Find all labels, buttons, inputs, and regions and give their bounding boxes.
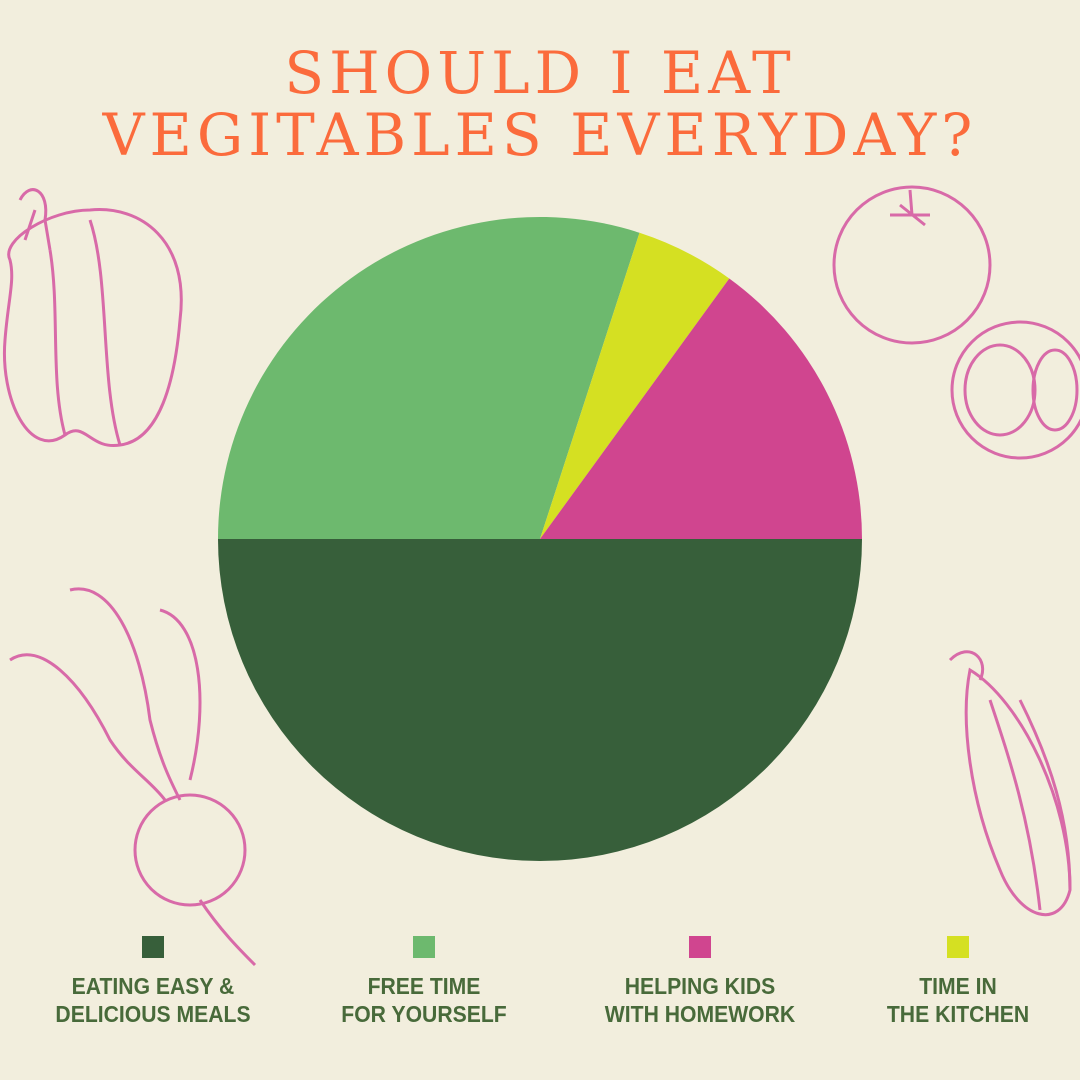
legend-label-line: FOR YOURSELF xyxy=(341,1001,507,1027)
pie-slice-eating-easy-delicious-meals xyxy=(218,539,862,861)
bell-pepper-icon xyxy=(2,188,183,448)
legend-swatch xyxy=(413,936,435,958)
pie-slice-free-time-for-yourself xyxy=(218,217,640,539)
legend-swatch xyxy=(947,936,969,958)
legend-label: TIME IN THE KITCHEN xyxy=(838,972,1077,1028)
legend-label-line: THE KITCHEN xyxy=(886,1001,1030,1027)
beetroot-icon xyxy=(9,587,257,967)
pie-slice-time-in-the-kitchen xyxy=(540,232,730,539)
pie-slice-helping-kids-with-homework xyxy=(540,278,862,539)
title-line-1: SHOULD I EAT xyxy=(284,39,796,107)
legend-label: FREE TIME FOR YOURSELF xyxy=(304,972,543,1028)
legend-swatch xyxy=(689,936,711,958)
legend-label-line: EATING EASY & xyxy=(71,973,235,999)
chart-title: SHOULD I EAT VEGITABLES EVERYDAY? xyxy=(0,42,1080,166)
legend-item: HELPING KIDS WITH HOMEWORK xyxy=(570,936,830,1028)
title-line-2: VEGITABLES EVERYDAY? xyxy=(102,101,978,169)
legend-label-line: HELPING KIDS xyxy=(624,973,776,999)
legend-label-line: DELICIOUS MEALS xyxy=(55,1001,251,1027)
legend-label-line: TIME IN xyxy=(919,973,997,999)
legend-label-line: FREE TIME xyxy=(367,973,481,999)
legend-swatch xyxy=(142,936,164,958)
legend-label: EATING EASY & DELICIOUS MEALS xyxy=(33,972,272,1028)
tomatoes-icon xyxy=(832,185,1080,460)
legend-item: EATING EASY & DELICIOUS MEALS xyxy=(23,936,283,1028)
legend-item: FREE TIME FOR YOURSELF xyxy=(294,936,554,1028)
legend-item: TIME IN THE KITCHEN xyxy=(828,936,1080,1028)
legend-label-line: WITH HOMEWORK xyxy=(604,1001,796,1027)
corn-icon xyxy=(948,650,1072,917)
legend-label: HELPING KIDS WITH HOMEWORK xyxy=(580,972,819,1028)
